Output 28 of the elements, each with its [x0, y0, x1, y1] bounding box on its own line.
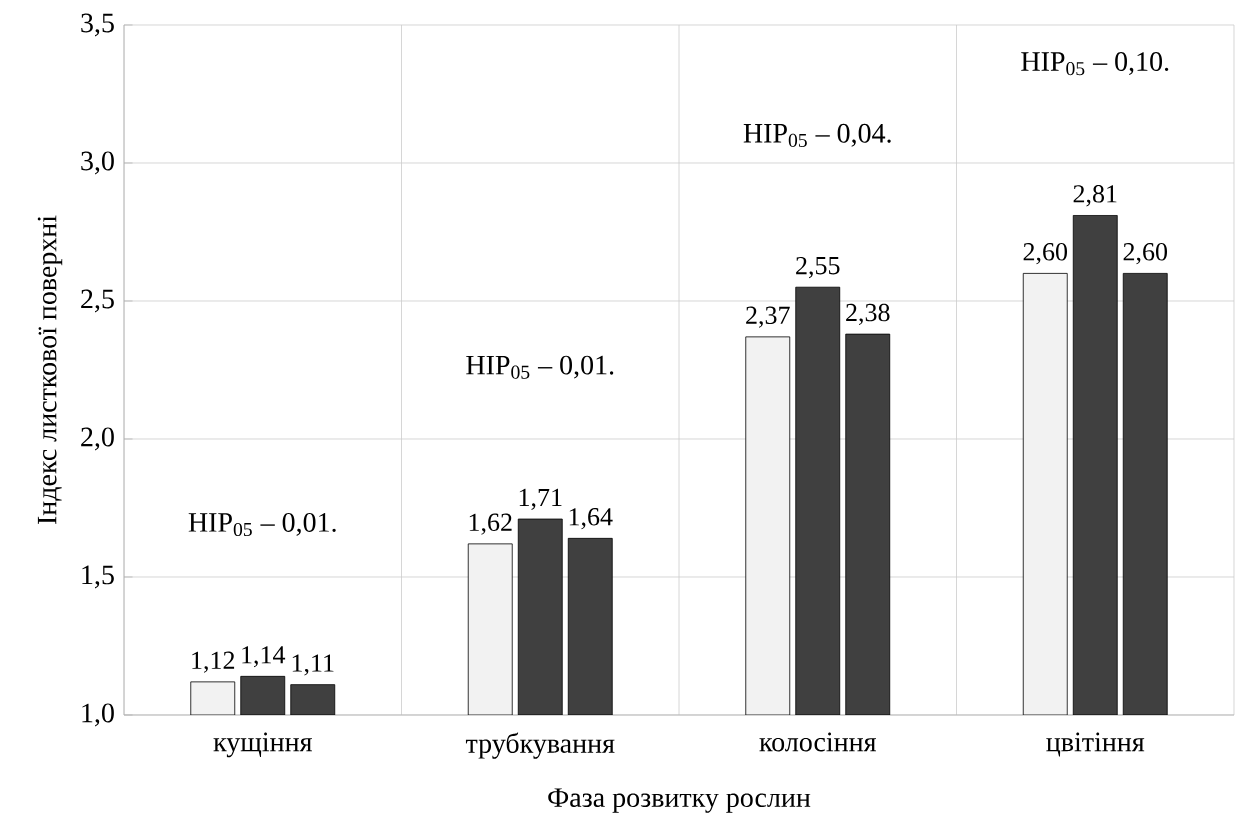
data-label: 1,71 — [519, 488, 562, 510]
annotation: HIP$_{05}$ – 0,04. — [743, 123, 891, 147]
data-label: 2,55 — [796, 256, 840, 279]
y-tick-label: 3,0 — [81, 151, 114, 175]
y-tick-label: 1,0 — [82, 703, 114, 727]
data-label: 1,64 — [569, 508, 613, 530]
y-tick-label: 2,5 — [81, 289, 114, 313]
x-axis-title: Фаза розвитку рослин — [548, 788, 811, 813]
data-label: 2,60 — [1123, 243, 1168, 265]
data-label: 1,11 — [292, 654, 334, 676]
y-axis-title: Індекс листкової поверхні — [37, 215, 63, 525]
x-tick-label: цвітіння — [1046, 732, 1145, 757]
data-label: 1,12 — [192, 651, 235, 673]
data-label: 1,62 — [469, 513, 512, 535]
data-label: 2,38 — [846, 303, 890, 326]
x-tick-label: колосіння — [759, 732, 877, 752]
annotation: HIP$_{05}$ – 0,10. — [1021, 52, 1169, 76]
x-tick-label: трубкування — [465, 732, 615, 759]
data-label: 2,37 — [746, 306, 790, 328]
data-label: 1,14 — [242, 646, 286, 668]
data-label: 2,60 — [1023, 243, 1068, 265]
annotation: HIP$_{05}$ – 0,01. — [466, 355, 614, 379]
y-tick-label: 1,5 — [82, 565, 114, 589]
data-label: 2,81 — [1073, 185, 1117, 207]
annotation: HIP$_{05}$ – 0,01. — [188, 512, 336, 537]
y-tick-label: 2,0 — [81, 427, 114, 451]
x-tick-label: кущіння — [213, 732, 312, 758]
y-tick-label: 3,5 — [81, 13, 114, 37]
